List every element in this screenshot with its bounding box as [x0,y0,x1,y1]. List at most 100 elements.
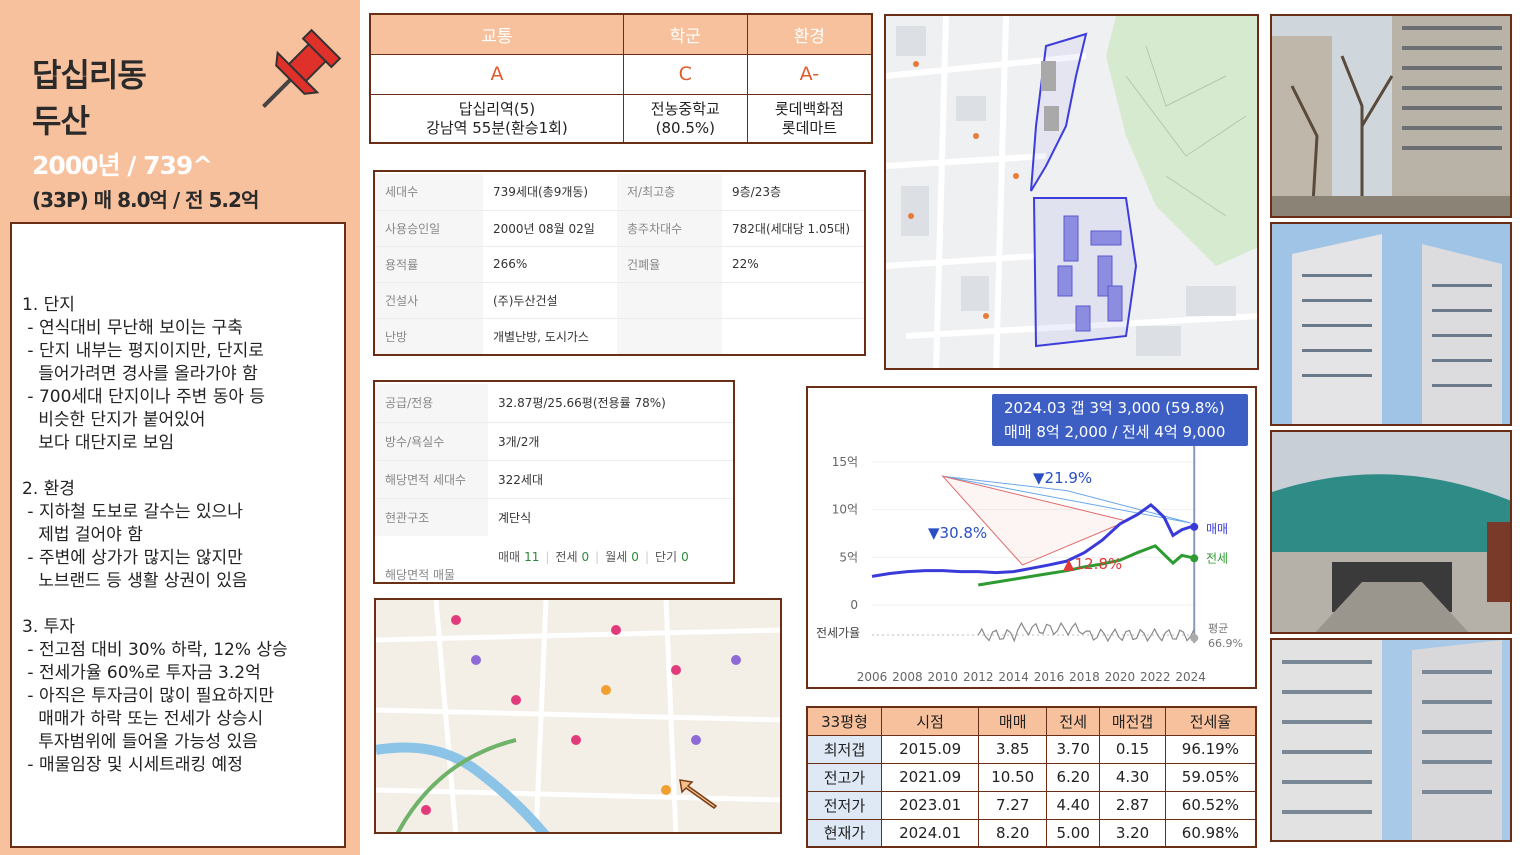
site-map[interactable] [884,14,1259,370]
x-tick-label: 2006 [857,670,888,684]
note-line: - 단지 내부는 평지이지만, 단지로 [22,341,264,361]
info-key: 건폐율 [617,246,722,283]
chart-tooltip: 2024.03 갭 3억 3,000 (59.8%) 매매 8억 2,000 /… [992,394,1248,446]
parking-entrance-photo [1270,430,1512,634]
apartment-photo-2 [1270,222,1512,426]
title-line-2: 두산 [32,102,90,140]
series-label: 매매 [1206,522,1228,536]
y-tick-label: 5억 [839,550,858,564]
listing-type[interactable]: 단기 [654,550,678,564]
rating-header-environment: 환경 [746,13,873,55]
info-value: 739세대(총9개동) [483,174,617,211]
x-tick-label: 2022 [1140,670,1171,684]
x-tick-label: 2008 [892,670,923,684]
rating-desc-environment: 롯데백화점 롯데마트 [746,94,873,144]
listing-count[interactable]: 0 [681,550,689,564]
info-value [722,282,864,319]
info-key: 용적률 [375,246,483,283]
info-key: 저/최고층 [617,174,722,211]
note-line: - 아직은 투자금이 많이 필요하지만 [22,686,275,706]
stats-cell: 2015.09 [880,734,980,764]
note-line: - 매물임장 및 시세트래킹 예정 [22,755,243,775]
stats-cell: 2023.01 [880,790,980,820]
info-value: 266% [483,246,617,283]
stats-cell: 4.40 [1046,790,1101,820]
unit-row: 공급/전용 32.87평/25.66평(전용률 78%) [375,384,733,423]
note-line: 보다 대단지로 보임 [22,433,175,453]
year-units: 2000년 / 739^ [32,151,213,180]
note-line: 매매가 하락 또는 전세가 상승시 [22,709,264,729]
listing-type[interactable]: 전세 [555,550,578,564]
stats-row: 최저갭 2015.09 3.85 3.70 0.15 96.19% [806,734,1257,764]
ratio-label: 전세가율 [816,626,860,640]
ratio-avg-value: 66.9% [1208,637,1243,650]
stats-cell: 2.87 [1099,790,1166,820]
stats-cell: 2021.09 [880,762,980,792]
listing-items: 매매 11 | 전세 0 | 월세 0 | 단기 0 [498,548,689,565]
ratio-avg-label: 평균 [1208,622,1228,635]
page-title: 답십리동 두산 [32,52,147,144]
info-key [617,282,722,319]
stats-row: 전고가 2021.09 10.50 6.20 4.30 59.05% [806,762,1257,792]
info-value: 9층/23층 [722,174,864,211]
separator: | [595,550,600,564]
stats-cell: 5.00 [1046,818,1101,848]
stats-row-label: 전저가 [806,790,882,820]
listing-count[interactable]: 11 [524,550,540,564]
rating-grade-environment: A- [746,53,873,96]
unit-key: 현관구조 [375,498,488,536]
stats-row-label: 전고가 [806,762,882,792]
price-summary: (33P) 매 8.0억 / 전 5.2억 [32,188,259,212]
area-map[interactable] [374,598,782,834]
x-tick-label: 2024 [1175,670,1206,684]
info-value: (주)두산건설 [483,282,617,319]
note-line: 제법 걸어야 함 [22,525,143,545]
apartment-photo-3 [1270,638,1512,842]
unit-key: 공급/전용 [375,384,488,423]
x-tick-label: 2018 [1069,670,1100,684]
stats-cell: 59.05% [1164,762,1257,792]
note-line: - 주변에 상가가 많지는 않지만 [22,548,243,568]
ratio-line [977,621,1195,643]
x-tick-label: 2014 [998,670,1029,684]
note-line: 투자범위에 들어올 가능성 있음 [22,732,258,752]
stats-cell: 10.50 [978,762,1048,792]
stats-header: 33평형 [806,706,882,736]
series-label: 전세 [1206,551,1228,565]
unit-row: 방수/욕실수 3개/2개 [375,422,733,461]
note-line: - 전세가율 60%로 투자금 3.2억 [22,663,261,683]
unit-value: 계단식 [498,510,532,525]
listing-counts: 해당면적 매물 매매 11 | 전세 0 | 월세 0 | 단기 0 [375,538,733,582]
stats-cell: 2024.01 [880,818,980,848]
listing-type[interactable]: 매매 [498,550,521,564]
desc-line: 전농중학교 [650,99,720,118]
stats-header: 전세율 [1164,706,1257,736]
note-line: - 전고점 대비 30% 하락, 12% 상승 [22,640,288,660]
rating-table: 교통 학군 환경 A C A- 답십리역(5) 강남역 55분(환승1회) 전농중… [369,13,873,144]
complex-info-table: 세대수 739세대(총9개동) 저/최고층 9층/23층 사용승인일 2000년 08월 … [373,170,866,356]
info-value [722,318,864,354]
stats-row-label: 현재가 [806,818,882,848]
annotation-rise: ▲12.8% [1063,555,1122,573]
tooltip-line-1: 2024.03 갭 3억 3,000 (59.8%) [1004,399,1225,417]
listing-count[interactable]: 0 [631,550,639,564]
note-line: 2. 환경 [22,479,75,499]
listing-count[interactable]: 0 [581,550,590,564]
listing-type[interactable]: 월세 [605,550,628,564]
desc-line: 롯데마트 [781,118,837,137]
stats-header: 매매 [978,706,1048,736]
stats-cell: 6.20 [1046,762,1101,792]
x-tick-label: 2016 [1034,670,1065,684]
stats-header: 시점 [880,706,980,736]
info-row: 건설사 (주)두산건설 [375,282,864,319]
stats-header: 전세 [1046,706,1101,736]
stats-cell: 96.19% [1164,734,1257,764]
annotation-drop-1: ▼21.9% [1033,469,1092,487]
rating-grade-school: C [622,53,748,96]
stats-header-row: 33평형 시점 매매 전세 매전갭 전세율 [806,706,1257,736]
desc-line: (80.5%) [655,118,715,137]
info-key: 사용승인일 [375,210,483,247]
rating-desc-traffic: 답십리역(5) 강남역 55분(환승1회) [369,94,624,144]
info-row: 난방 개별난방, 도시가스 [375,318,864,354]
info-key: 총주차대수 [617,210,722,247]
